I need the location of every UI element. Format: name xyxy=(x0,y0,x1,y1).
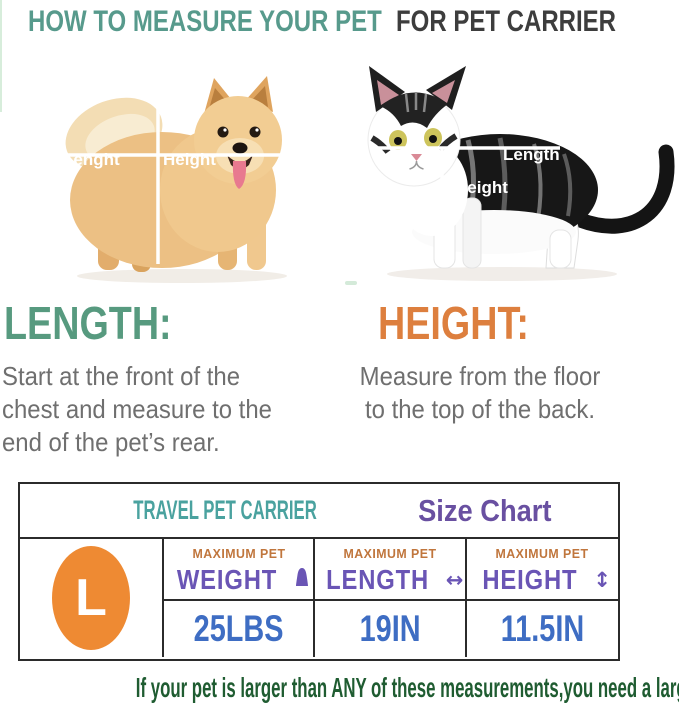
page-subtitle: FOR PET CARRIER xyxy=(396,5,617,38)
cat-height-label: Height xyxy=(455,178,508,197)
length-value: 19IN xyxy=(359,608,421,649)
weight-icon xyxy=(294,567,310,593)
brand-name: TRAVEL PET CARRIER xyxy=(133,495,317,525)
cat-length-label: Length xyxy=(503,145,560,164)
length-instructions: Start at the front of the chest and meas… xyxy=(2,360,295,459)
left-edge-accent xyxy=(0,0,2,112)
cat-illustration: Length Height xyxy=(342,52,677,287)
length-line-1: Start at the front of the xyxy=(2,361,241,391)
size-chart-body: L MAXIMUM PET WEIGHT MAXIMUM PET LENGTH … xyxy=(20,539,618,657)
length-heading: LENGTH: xyxy=(4,297,172,349)
dog-height-label: Height xyxy=(163,150,216,169)
length-eyebrow: MAXIMUM PET xyxy=(343,546,437,561)
height-heading: HEIGHT: xyxy=(378,297,529,349)
height-label: HEIGHT xyxy=(482,564,578,595)
weight-eyebrow: MAXIMUM PET xyxy=(192,546,286,561)
dog-measure-diagram: Lenght Height xyxy=(30,76,300,283)
length-line-2: chest and measure to the xyxy=(2,394,272,424)
weight-label: WEIGHT xyxy=(176,564,277,595)
height-value-cell: 11.5IN xyxy=(467,601,618,657)
height-value: 11.5IN xyxy=(500,608,585,649)
height-line-2: to the top of the back. xyxy=(364,394,596,424)
height-eyebrow: MAXIMUM PET xyxy=(495,546,589,561)
height-section-tick xyxy=(345,281,357,285)
dog-illustration: Lenght Height xyxy=(22,52,337,287)
height-instructions: Measure from the floor to the top of the… xyxy=(330,360,630,426)
length-value-cell: 19IN xyxy=(315,601,467,657)
size-chart-title: Size Chart xyxy=(418,492,552,528)
height-header-cell: MAXIMUM PET HEIGHT ↕ xyxy=(466,539,618,601)
dog-length-label: Lenght xyxy=(63,150,120,169)
length-arrow-icon: ↔ xyxy=(445,568,464,592)
length-label: LENGTH xyxy=(325,564,429,595)
size-chart-table: TRAVEL PET CARRIER Size Chart L MAXIMUM … xyxy=(18,482,620,661)
height-arrow-icon: ↕ xyxy=(593,568,612,592)
length-header-cell: MAXIMUM PET LENGTH ↔ xyxy=(315,539,467,601)
weight-value: 25LBS xyxy=(193,608,284,649)
height-line-1: Measure from the floor xyxy=(359,361,601,391)
size-badge: L xyxy=(52,546,130,650)
cat-measure-diagram: Length Height xyxy=(367,66,675,281)
weight-header-cell: MAXIMUM PET WEIGHT xyxy=(164,539,316,601)
page-title: HOW TO MEASURE YOUR PET xyxy=(28,5,382,38)
footer-note: If your pet is larger than ANY of these … xyxy=(135,672,679,703)
size-chart-header: TRAVEL PET CARRIER Size Chart xyxy=(20,484,618,539)
length-line-3: end of the pet’s rear. xyxy=(2,427,220,457)
weight-value-cell: 25LBS xyxy=(164,601,316,657)
size-cell: L xyxy=(20,539,164,657)
